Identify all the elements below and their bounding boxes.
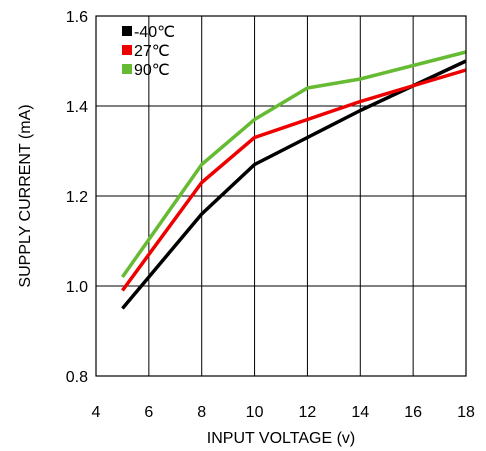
legend-label: -40℃ [134,24,175,41]
x-tick-label: 14 [351,404,369,421]
y-tick-label: 1.0 [66,279,88,296]
x-tick-label: 18 [457,404,475,421]
legend-label: 27℃ [134,43,170,60]
x-tick-label: 12 [299,404,317,421]
legend-label: 90℃ [134,62,170,79]
legend-swatch [122,26,132,36]
legend-swatch [122,45,132,55]
grid-lines [96,16,466,376]
x-tick-label: 6 [144,404,153,421]
legend: -40℃ 27℃ 90℃ [122,24,175,79]
series-line [121,59,467,310]
y-tick-label: 1.4 [66,99,88,116]
y-tick-label: 1.2 [66,189,88,206]
x-tick-label: 8 [197,404,206,421]
plot-frame [95,15,467,377]
x-tick-label: 4 [92,404,101,421]
x-axis-label: INPUT VOLTAGE (v) [207,430,355,447]
series-line [121,68,467,292]
x-tick-label: 16 [404,404,422,421]
legend-swatch [122,64,132,74]
series-lines [120,50,467,310]
y-tick-labels: 0.8 1.0 1.2 1.4 1.6 [66,9,88,386]
y-axis-label: SUPPLY CURRENT (mA) [17,104,34,287]
series-line [120,50,467,279]
x-tick-labels: 4 6 8 10 12 14 16 18 [92,404,475,421]
y-tick-label: 0.8 [66,369,88,386]
x-tick-label: 10 [246,404,264,421]
y-tick-label: 1.6 [66,9,88,26]
